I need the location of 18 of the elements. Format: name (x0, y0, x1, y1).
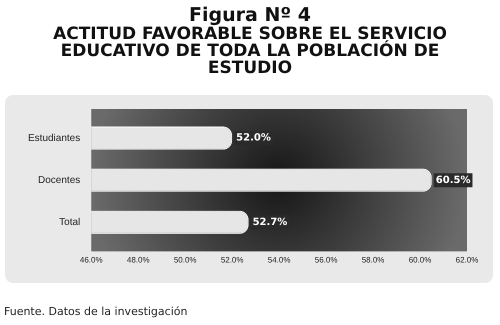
x-tick-label: 54.0% (268, 255, 290, 264)
x-tick-label: 62.0% (456, 255, 478, 264)
source-note: Fuente. Datos de la investigación (4, 305, 188, 318)
x-tick-label: 52.0% (220, 255, 244, 264)
x-tick-label: 50.0% (174, 255, 197, 264)
data-label: 60.5% (436, 174, 470, 186)
chart-title: Figura Nº 4 (188, 4, 312, 26)
chart-subtitle: ACTITUD FAVORABLE SOBRE EL SERVICIO EDUCATIVO DE TODA LA POBLACIÓN DE ESTUDIO (52, 24, 448, 78)
y-tick-label: Docentes (38, 174, 80, 186)
data-label: 52.0% (236, 132, 271, 144)
data-label: 52.7% (252, 216, 288, 228)
x-tick-label: 48.0% (126, 255, 150, 264)
x-tick-label: 56.0% (314, 255, 338, 264)
x-tick-label: 60.0% (408, 255, 432, 264)
x-tick-label: 46.0% (80, 255, 103, 264)
y-tick-label: Estudiantes (28, 132, 80, 144)
x-tick-label: 58.0% (362, 255, 384, 264)
y-tick-label: Total (59, 217, 80, 228)
